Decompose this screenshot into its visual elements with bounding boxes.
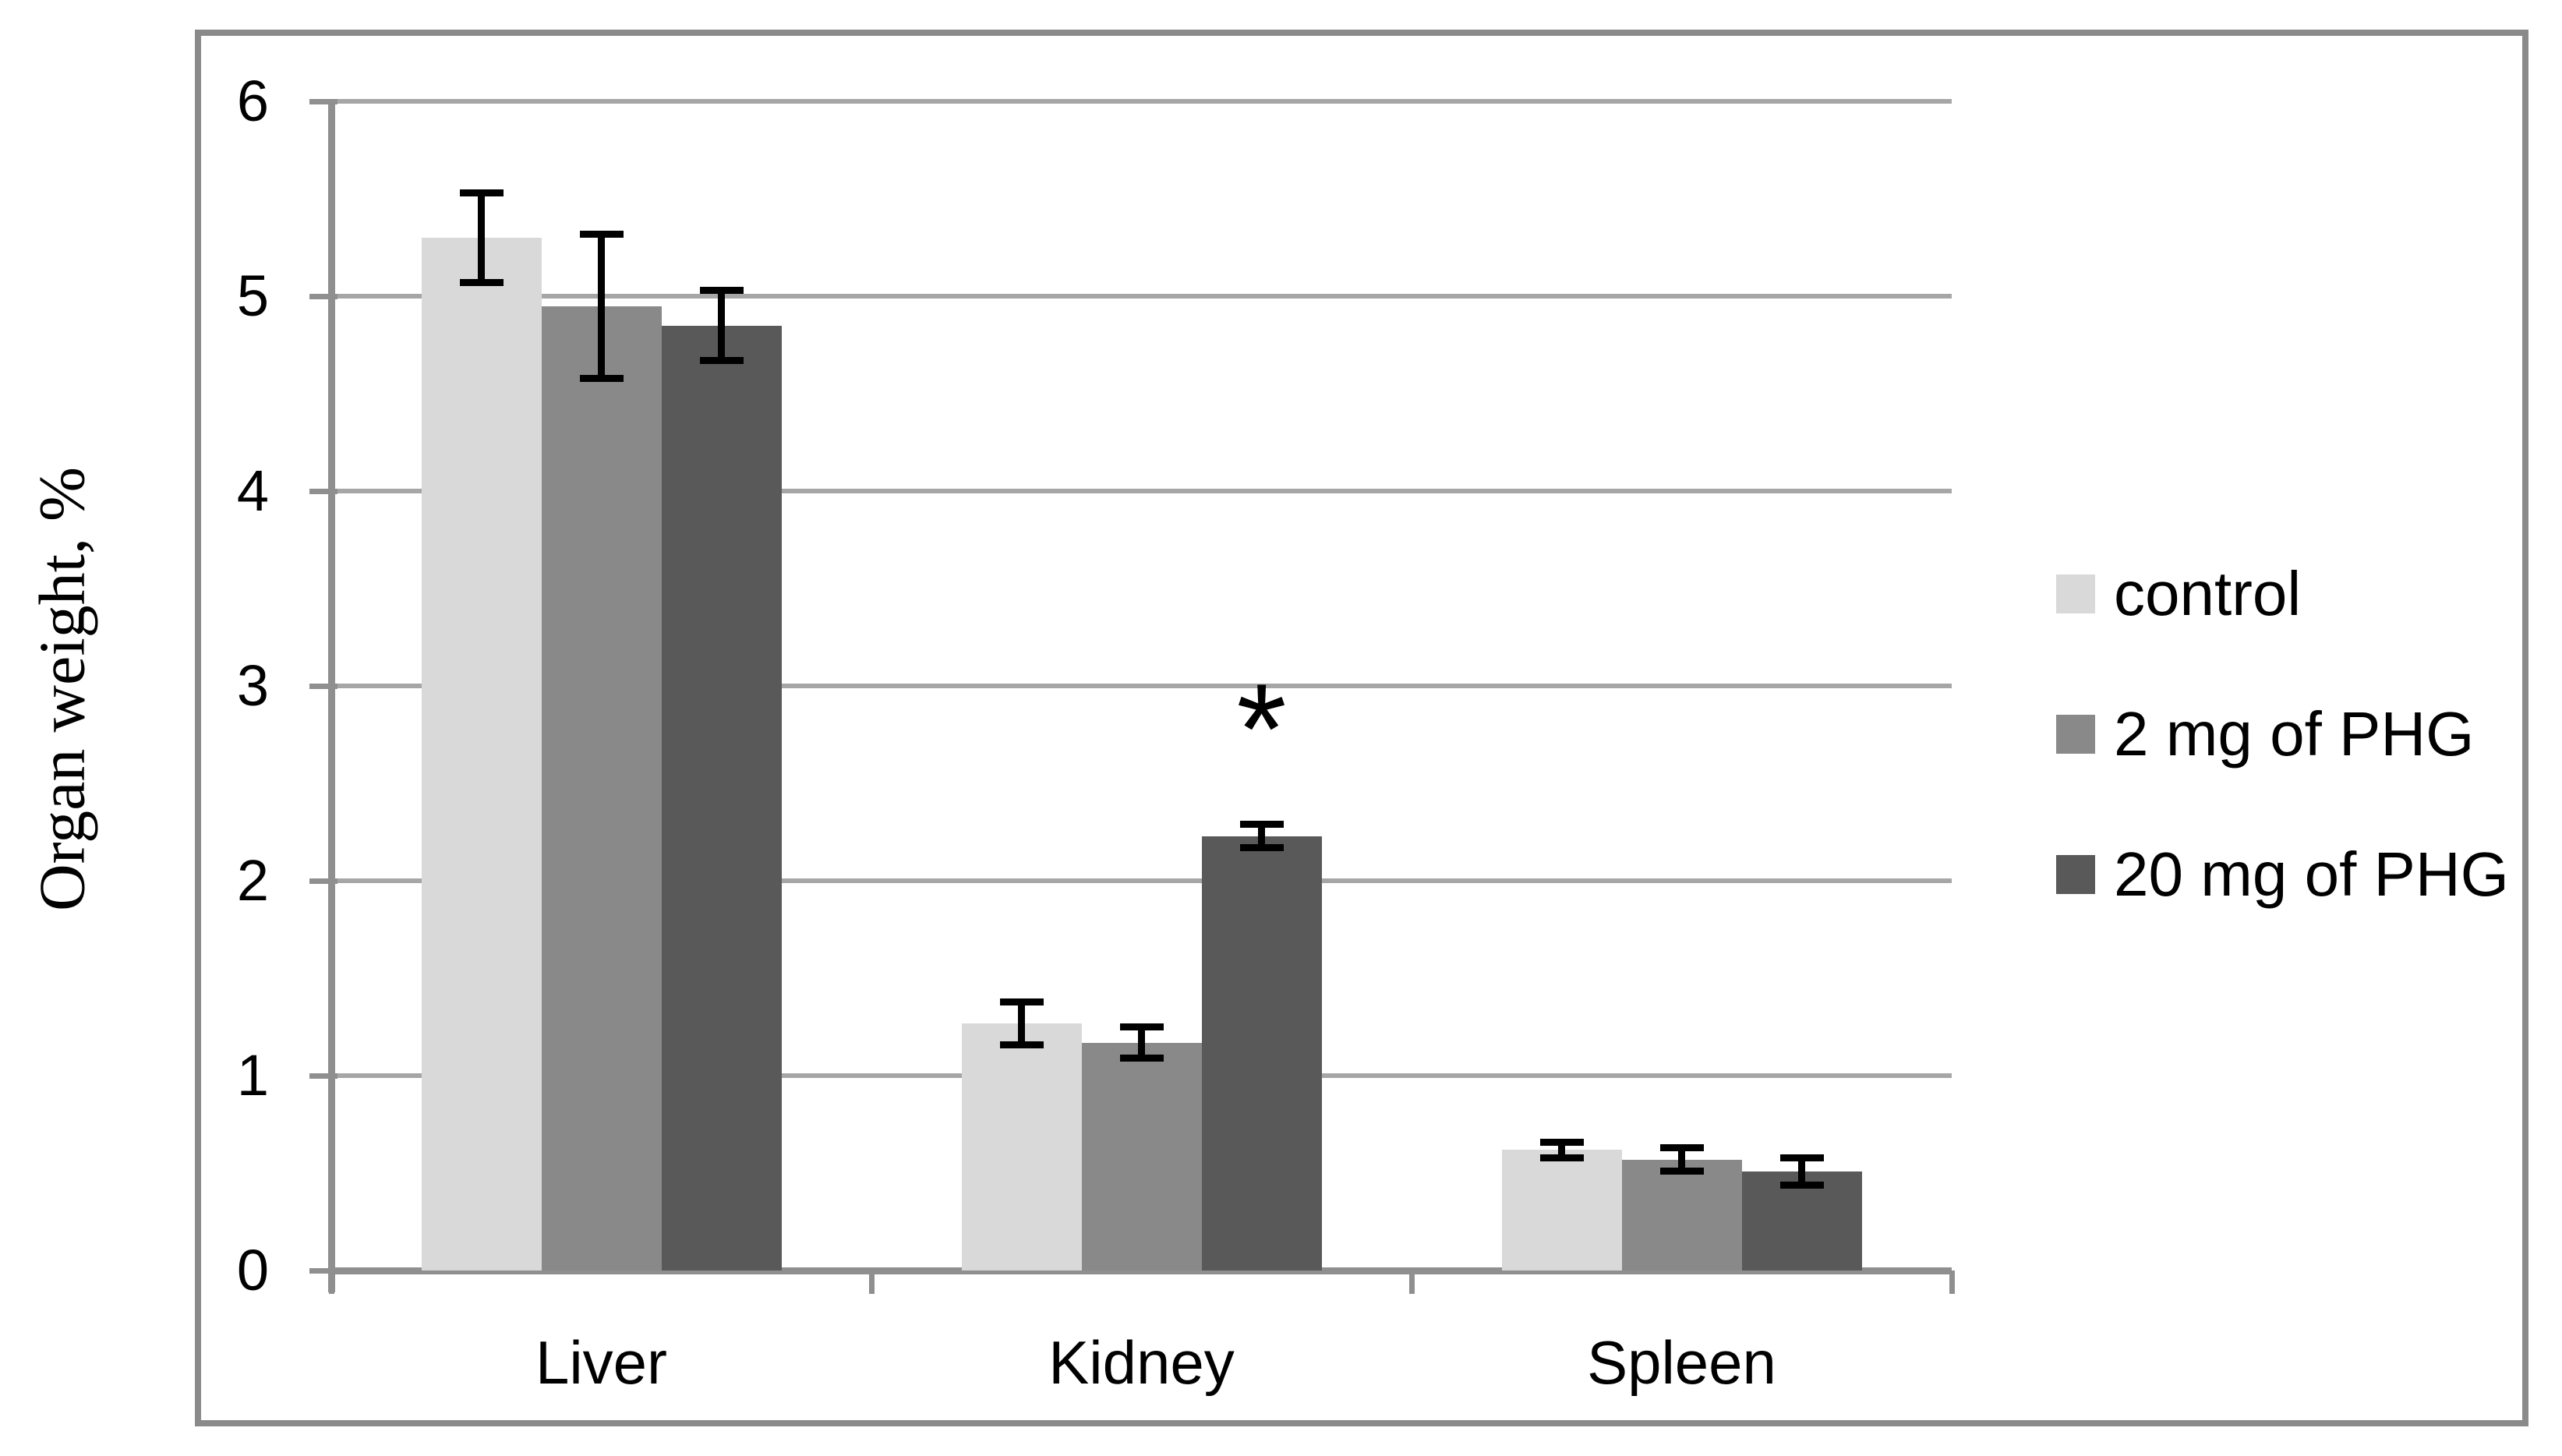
category-label-spleen: Spleen bbox=[1587, 1328, 1776, 1397]
error-bar-control-kidney bbox=[1018, 1002, 1025, 1044]
x-tick-mark-0 bbox=[328, 1270, 334, 1294]
error-bar-2-mg-of-phg-spleen-top-cap bbox=[1659, 1144, 1704, 1151]
error-bar-2-mg-of-phg-kidney bbox=[1138, 1027, 1145, 1058]
y-tick-mark-6 bbox=[309, 98, 337, 104]
error-bar-20-mg-of-phg-spleen-bottom-cap bbox=[1779, 1181, 1824, 1189]
bar-control-liver bbox=[421, 238, 542, 1270]
gridline-4 bbox=[331, 489, 1952, 493]
legend-swatch-icon bbox=[2056, 855, 2095, 894]
y-axis-line bbox=[328, 101, 335, 1292]
error-bar-2-mg-of-phg-spleen bbox=[1678, 1147, 1685, 1172]
bar-control-kidney bbox=[961, 1023, 1082, 1270]
y-tick-label-3: 3 bbox=[236, 653, 269, 718]
x-axis-line bbox=[331, 1267, 1952, 1274]
y-tick-mark-5 bbox=[309, 293, 337, 299]
error-bar-control-liver-bottom-cap bbox=[459, 279, 504, 286]
y-tick-mark-4 bbox=[309, 488, 337, 494]
error-bar-20-mg-of-phg-liver-bottom-cap bbox=[699, 357, 744, 364]
error-bar-2-mg-of-phg-kidney-top-cap bbox=[1119, 1023, 1164, 1030]
y-tick-label-4: 4 bbox=[236, 458, 269, 523]
x-tick-mark-2 bbox=[1408, 1270, 1415, 1294]
legend-label: control bbox=[2114, 559, 2302, 628]
chart-border bbox=[195, 30, 2528, 1426]
error-bar-control-kidney-bottom-cap bbox=[999, 1041, 1044, 1048]
gridline-6 bbox=[331, 99, 1952, 104]
bar-control-spleen bbox=[1501, 1150, 1622, 1270]
error-bar-2-mg-of-phg-spleen-bottom-cap bbox=[1659, 1168, 1704, 1175]
legend-item-2-mg-of-phg: 2 mg of PHG bbox=[2056, 699, 2509, 769]
gridline-5 bbox=[331, 294, 1952, 299]
legend-swatch-icon bbox=[2056, 715, 2095, 754]
bar-2-mg-of-phg-kidney bbox=[1081, 1042, 1202, 1270]
bar-20-mg-of-phg-liver bbox=[661, 325, 782, 1270]
bar-2-mg-of-phg-spleen bbox=[1621, 1159, 1742, 1270]
y-tick-label-5: 5 bbox=[236, 263, 269, 328]
category-label-liver: Liver bbox=[535, 1328, 668, 1397]
error-bar-20-mg-of-phg-spleen bbox=[1798, 1157, 1805, 1185]
legend-item-control: control bbox=[2056, 559, 2509, 628]
significance-asterisk-0: * bbox=[1236, 656, 1287, 800]
y-tick-mark-3 bbox=[309, 683, 337, 689]
y-tick-label-0: 0 bbox=[236, 1238, 269, 1302]
y-tick-mark-0 bbox=[309, 1267, 337, 1274]
y-tick-mark-2 bbox=[309, 878, 337, 884]
gridline-2 bbox=[331, 878, 1952, 883]
error-bar-20-mg-of-phg-kidney-top-cap bbox=[1239, 821, 1284, 828]
y-tick-label-1: 1 bbox=[236, 1043, 269, 1108]
error-bar-control-kidney-top-cap bbox=[999, 998, 1044, 1005]
gridline-3 bbox=[331, 684, 1952, 688]
bar-2-mg-of-phg-liver bbox=[541, 306, 662, 1270]
error-bar-20-mg-of-phg-spleen-top-cap bbox=[1779, 1154, 1824, 1161]
error-bar-control-spleen-top-cap bbox=[1539, 1138, 1584, 1146]
error-bar-20-mg-of-phg-liver-top-cap bbox=[699, 287, 744, 294]
y-tick-label-6: 6 bbox=[236, 69, 269, 133]
y-tick-label-2: 2 bbox=[236, 848, 269, 913]
error-bar-control-spleen-bottom-cap bbox=[1539, 1154, 1584, 1161]
x-tick-mark-3 bbox=[1949, 1270, 1955, 1294]
legend-label: 20 mg of PHG bbox=[2114, 839, 2509, 909]
error-bar-2-mg-of-phg-liver-top-cap bbox=[579, 230, 624, 238]
y-tick-mark-1 bbox=[309, 1073, 337, 1079]
error-bar-20-mg-of-phg-kidney bbox=[1258, 824, 1265, 848]
legend-item-20-mg-of-phg: 20 mg of PHG bbox=[2056, 839, 2509, 909]
legend-label: 2 mg of PHG bbox=[2114, 699, 2475, 769]
error-bar-20-mg-of-phg-kidney-bottom-cap bbox=[1239, 844, 1284, 851]
error-bar-control-liver-top-cap bbox=[459, 189, 504, 196]
x-tick-mark-1 bbox=[868, 1270, 875, 1294]
y-axis-title: Organ weight, % bbox=[26, 467, 99, 911]
error-bar-control-liver bbox=[478, 193, 485, 283]
category-label-kidney: Kidney bbox=[1048, 1328, 1235, 1397]
error-bar-20-mg-of-phg-liver bbox=[718, 290, 725, 361]
error-bar-2-mg-of-phg-liver bbox=[598, 234, 605, 378]
bar-20-mg-of-phg-kidney bbox=[1201, 836, 1322, 1270]
legend: control 2 mg of PHG 20 mg of PHG bbox=[2056, 559, 2509, 909]
error-bar-2-mg-of-phg-liver-bottom-cap bbox=[579, 374, 624, 382]
error-bar-control-spleen bbox=[1558, 1142, 1565, 1157]
error-bar-2-mg-of-phg-kidney-bottom-cap bbox=[1119, 1055, 1164, 1062]
legend-swatch-icon bbox=[2056, 574, 2095, 613]
